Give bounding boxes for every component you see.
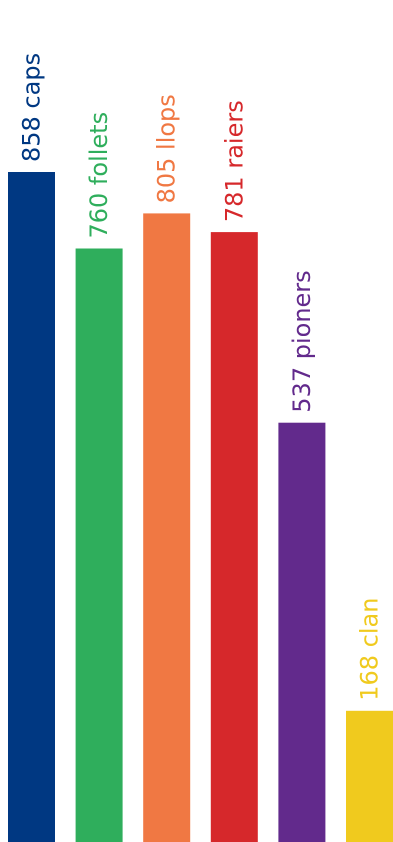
bar-clan <box>346 710 393 842</box>
bar-pioners <box>278 422 326 842</box>
data-label-clan: 168 clan <box>356 598 384 701</box>
data-labels-group: 858 caps 760 follets 805 llops 781 raiers 53… <box>18 53 384 701</box>
bar-follets <box>75 248 123 842</box>
data-label-llops: 805 llops <box>153 94 181 203</box>
data-label-caps: 858 caps <box>18 53 46 162</box>
data-label-pioners: 537 pioners <box>288 270 316 412</box>
bar-llops <box>143 213 191 842</box>
bar-caps <box>8 172 55 842</box>
bar-raiers <box>210 232 258 842</box>
bars-group <box>8 172 393 842</box>
data-label-follets: 760 follets <box>85 112 113 239</box>
data-label-raiers: 781 raiers <box>220 100 248 222</box>
